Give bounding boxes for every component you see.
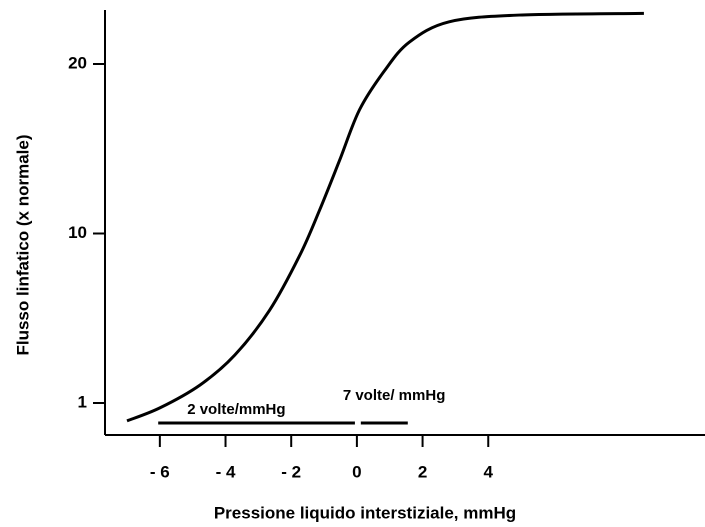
x-tick-label: 0	[352, 462, 361, 481]
annotation-label: 7 volte/ mmHg	[343, 387, 446, 404]
x-tick-label: 2	[418, 462, 427, 481]
data-line	[126, 11, 644, 423]
y-tick-label: 20	[68, 53, 87, 72]
x-tick-label: - 4	[216, 462, 236, 481]
y-axis-label: Flusso linfatico (x normale)	[13, 134, 32, 355]
x-tick-label: 4	[484, 462, 494, 481]
x-tick-label: - 2	[281, 462, 301, 481]
y-tick-label: 1	[78, 392, 87, 411]
annotation-label: 2 volte/mmHg	[187, 401, 285, 418]
y-tick-label: 10	[68, 223, 87, 242]
x-tick-label: - 6	[150, 462, 170, 481]
x-axis-label: Pressione liquido interstiziale, mmHg	[214, 503, 516, 522]
